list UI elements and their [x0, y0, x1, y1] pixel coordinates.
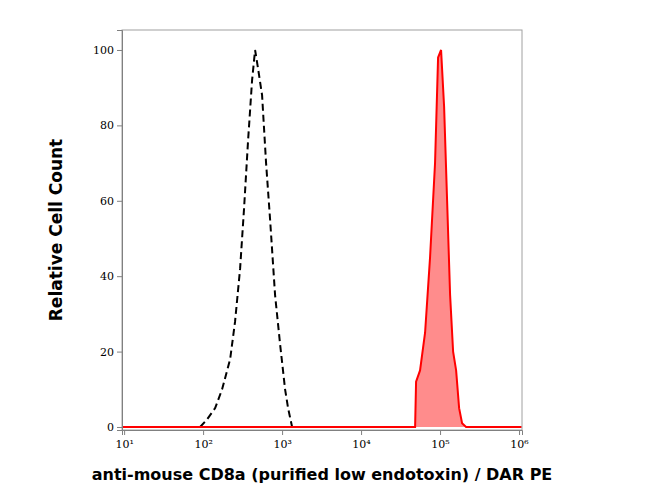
x-tick-mark [203, 430, 204, 435]
y-axis-title: Relative Cell Count [46, 139, 66, 321]
x-tick-mark [440, 430, 441, 435]
histogram-line [122, 50, 521, 427]
y-axis: 0 20 40 60 80 100 [93, 31, 123, 435]
y-tick: 80 [100, 119, 122, 132]
x-tick-label: 10² [194, 438, 212, 451]
y-tick-mark [117, 276, 122, 277]
y-tick-mark [117, 125, 122, 126]
plot-area [122, 50, 521, 427]
x-tick: 10⁴ [352, 430, 371, 451]
x-tick-mark [361, 430, 362, 435]
y-tick-mark [117, 201, 122, 202]
y-tick-label: 100 [93, 44, 114, 57]
y-tick: 0 [107, 421, 122, 434]
chart: 10¹ 10² 10³ 10⁴ 10⁵ 10⁶ 0 20 40 60 80 100 anti-mouse… [0, 0, 650, 501]
x-tick-mark [282, 430, 283, 435]
x-axis: 10¹ 10² 10³ 10⁴ 10⁵ 10⁶ [115, 430, 529, 451]
x-tick: 10¹ [115, 430, 133, 451]
y-tick-label: 80 [100, 119, 114, 132]
x-tick-label: 10³ [273, 438, 291, 451]
y-tick-label: 20 [100, 346, 114, 359]
y-tick-label: 40 [100, 270, 114, 283]
y-tick-mark [117, 50, 122, 51]
histogram-fill [122, 50, 521, 427]
x-tick: 10³ [273, 430, 291, 451]
x-tick-mark [519, 430, 520, 435]
plot-frame [122, 30, 522, 430]
x-axis-line [123, 431, 523, 436]
x-tick: 10⁶ [510, 430, 529, 451]
y-tick-label: 60 [100, 195, 114, 208]
y-tick-label: 0 [107, 421, 114, 434]
y-axis-line [117, 31, 123, 431]
y-tick: 40 [100, 270, 122, 283]
x-tick: 10² [194, 430, 212, 451]
histogram-line [200, 50, 296, 427]
y-tick-mark [117, 352, 122, 353]
y-tick-mark [117, 427, 122, 428]
x-axis-title: anti-mouse CD8a (purified low endotoxin)… [92, 465, 553, 484]
y-tick: 100 [93, 44, 122, 57]
x-tick: 10⁵ [431, 430, 449, 451]
x-tick-label: 10⁴ [352, 438, 371, 451]
x-tick-label: 10⁵ [431, 438, 449, 451]
y-tick: 60 [100, 195, 122, 208]
x-tick-label: 10¹ [115, 438, 133, 451]
x-tick-mark [124, 430, 125, 435]
y-tick: 20 [100, 346, 122, 359]
x-tick-label: 10⁶ [510, 438, 529, 451]
